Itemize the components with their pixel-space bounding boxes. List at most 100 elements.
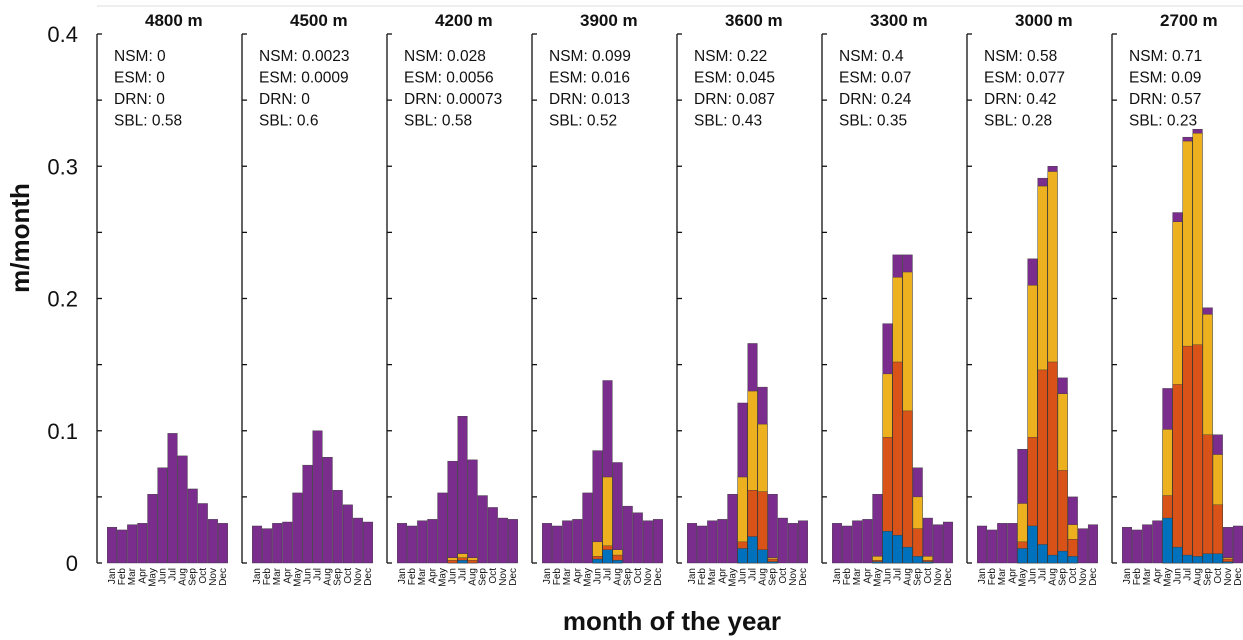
panel-stat: NSM: 0	[114, 48, 166, 65]
x-tick-label: May	[1162, 568, 1173, 587]
x-tick-label: Mar	[127, 567, 138, 585]
panel-stat: ESM: 0	[114, 70, 165, 87]
panel-title: 4800 m	[145, 11, 203, 30]
bar-nsm	[282, 521, 293, 564]
bar-nsm	[187, 488, 198, 564]
x-tick-label: Feb	[117, 568, 128, 586]
x-tick-label: Sep	[1203, 568, 1214, 586]
bar-nsm	[252, 525, 263, 564]
panel-stat: DRN: 0.013	[549, 91, 630, 108]
bar-sbl	[1067, 556, 1078, 564]
x-tick-label: Oct	[1068, 568, 1079, 584]
bar-drn	[1172, 384, 1183, 564]
panel-stat: ESM: 0.09	[1129, 70, 1201, 87]
bar-nsm	[262, 528, 273, 564]
bar-drn	[1202, 434, 1213, 564]
x-tick-label: Jul	[603, 568, 614, 581]
x-tick-label: Aug	[613, 568, 624, 586]
panel: 4200 m NSM: 0.028 ESM: 0.0056 DRN: 0.00073 S…	[386, 11, 519, 587]
bar-sbl	[892, 535, 903, 564]
y-tick-label: 0.2	[47, 287, 78, 312]
x-tick-label: Aug	[758, 568, 769, 586]
x-tick-label: Nov	[353, 568, 364, 586]
bar-nsm	[322, 457, 333, 564]
panel: 3600 m NSM: 0.22 ESM: 0.045 DRN: 0.087 SBL: …	[676, 11, 809, 587]
x-tick-label: Apr	[282, 567, 293, 583]
bar-nsm	[487, 507, 498, 564]
panel-title: 2700 m	[1160, 11, 1218, 30]
bar-drn	[1192, 344, 1203, 564]
x-tick-label: Apr	[572, 567, 583, 583]
bar-drn	[892, 361, 903, 564]
y-axis-label: m/month	[5, 183, 35, 293]
bar-nsm	[437, 492, 448, 564]
bar-nsm	[272, 523, 283, 564]
bar-nsm	[697, 525, 708, 564]
bar-nsm	[167, 433, 178, 564]
x-tick-label: Dec	[508, 568, 519, 586]
x-tick-label: Jan	[1122, 568, 1133, 584]
panel-title: 4500 m	[290, 11, 348, 30]
x-tick-label: Mar	[417, 567, 428, 585]
bar-sbl	[922, 561, 933, 564]
bar-nsm	[777, 517, 788, 564]
bar-drn	[467, 560, 478, 564]
bar-sbl	[592, 558, 603, 564]
panel-stat: ESM: 0.07	[839, 70, 911, 87]
x-tick-label: Feb	[1132, 568, 1143, 586]
panel-stat: SBL: 0.28	[984, 113, 1052, 130]
panel: 2700 m NSM: 0.71 ESM: 0.09 DRN: 0.57 SBL: 0.…	[1111, 11, 1243, 587]
x-tick-label: Jun	[302, 568, 313, 584]
panel-stat: ESM: 0.077	[984, 70, 1065, 87]
panel-stat: NSM: 0.4	[839, 48, 904, 65]
x-tick-label: Oct	[633, 568, 644, 584]
bar-drn	[1037, 369, 1048, 564]
panel-stat: SBL: 0.52	[549, 113, 617, 130]
bar-nsm	[407, 525, 418, 564]
bar-nsm	[862, 519, 873, 564]
x-tick-label: Oct	[1213, 568, 1224, 584]
bar-nsm	[932, 524, 943, 564]
panel-stat: ESM: 0.0009	[259, 70, 349, 87]
y-tick-label: 0.3	[47, 154, 78, 179]
bar-nsm	[542, 523, 553, 564]
panel-stat: NSM: 0.71	[1129, 48, 1202, 65]
x-tick-label: Jan	[397, 568, 408, 584]
x-tick-label: May	[292, 568, 303, 587]
bar-sbl	[1192, 556, 1203, 564]
x-tick-label: Feb	[842, 568, 853, 586]
bar-nsm	[477, 495, 488, 564]
bar-nsm	[852, 520, 863, 564]
x-tick-label: Aug	[323, 568, 334, 586]
panel-title: 3600 m	[725, 11, 783, 30]
bar-nsm	[107, 527, 118, 564]
x-tick-label: Mar	[272, 567, 283, 585]
x-tick-label: Jan	[252, 568, 263, 584]
x-tick-label: Nov	[498, 568, 509, 586]
x-tick-label: Oct	[488, 568, 499, 584]
bar-nsm	[572, 519, 583, 564]
x-tick-label: Jun	[882, 568, 893, 584]
x-tick-label: Nov	[208, 568, 219, 586]
bar-nsm	[352, 517, 363, 564]
x-tick-label: Jun	[447, 568, 458, 584]
bar-nsm	[767, 494, 778, 564]
bar-sbl	[1037, 544, 1048, 564]
bar-nsm	[1087, 524, 1098, 564]
x-tick-label: Feb	[987, 568, 998, 586]
panel-stat: SBL: 0.43	[694, 113, 762, 130]
bar-nsm	[1152, 520, 1163, 564]
x-tick-label: Jul	[893, 568, 904, 581]
x-tick-label: Jul	[748, 568, 759, 581]
bar-nsm	[642, 520, 653, 564]
bar-sbl	[767, 561, 778, 564]
bar-nsm	[217, 523, 228, 564]
bar-nsm	[582, 492, 593, 564]
panel-title: 4200 m	[435, 11, 493, 30]
x-tick-label: Jun	[1027, 568, 1038, 584]
bar-nsm	[117, 529, 128, 564]
bar-nsm	[727, 494, 738, 564]
x-tick-label: Sep	[188, 568, 199, 586]
x-tick-label: Aug	[1048, 568, 1059, 586]
